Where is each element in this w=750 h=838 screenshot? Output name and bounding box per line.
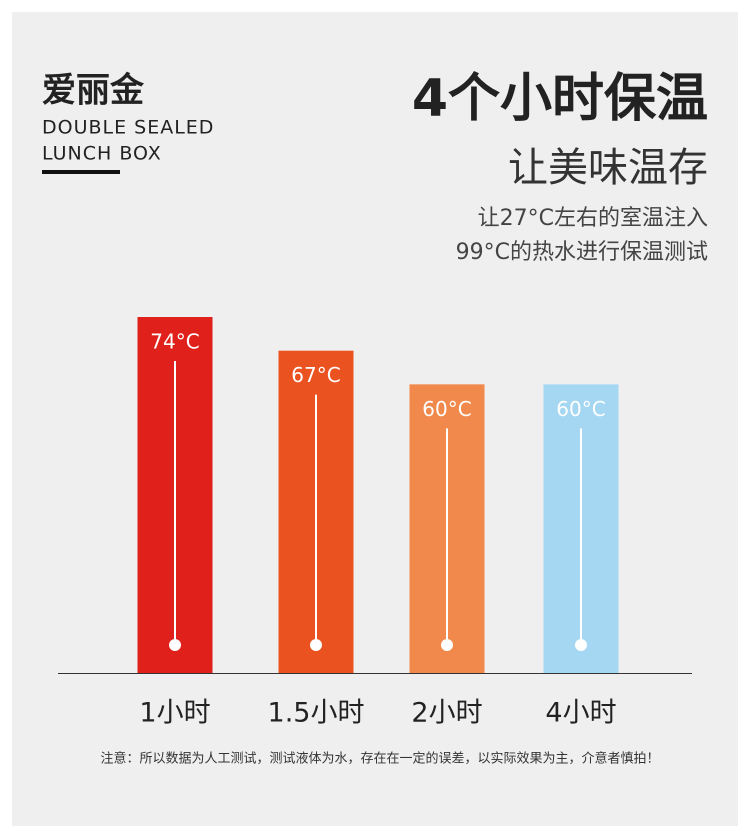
thermo-bulb: [169, 639, 181, 651]
footnote: 注意：所以数据为人工测试，测试液体为水，存在在一定的误差，以实际效果为主，介意者…: [100, 751, 659, 767]
value-label: 67°C: [291, 363, 340, 387]
value-label: 60°C: [422, 397, 471, 421]
subtitle: 让美味温存: [508, 145, 708, 191]
thermo-bulb: [310, 639, 322, 651]
brand-en: DOUBLE SEALED: [42, 117, 214, 139]
description: 让27°C左右的室温注入: [478, 206, 708, 231]
brand-underline: [42, 170, 120, 174]
brand: 爱丽金: [42, 71, 145, 111]
thermo-bulb: [575, 639, 587, 651]
x-tick-label: 1小时: [139, 698, 210, 729]
thermo-bulb: [441, 639, 453, 651]
description: 99°C的热水进行保温测试: [456, 240, 708, 265]
value-label: 74°C: [150, 330, 199, 354]
title: 4个小时保温: [412, 69, 708, 129]
x-tick-label: 2小时: [411, 698, 482, 729]
x-tick-label: 4小时: [545, 698, 616, 729]
brand-en: LUNCH BOX: [42, 143, 162, 165]
value-label: 60°C: [556, 397, 605, 421]
x-tick-label: 1.5小时: [268, 698, 365, 729]
